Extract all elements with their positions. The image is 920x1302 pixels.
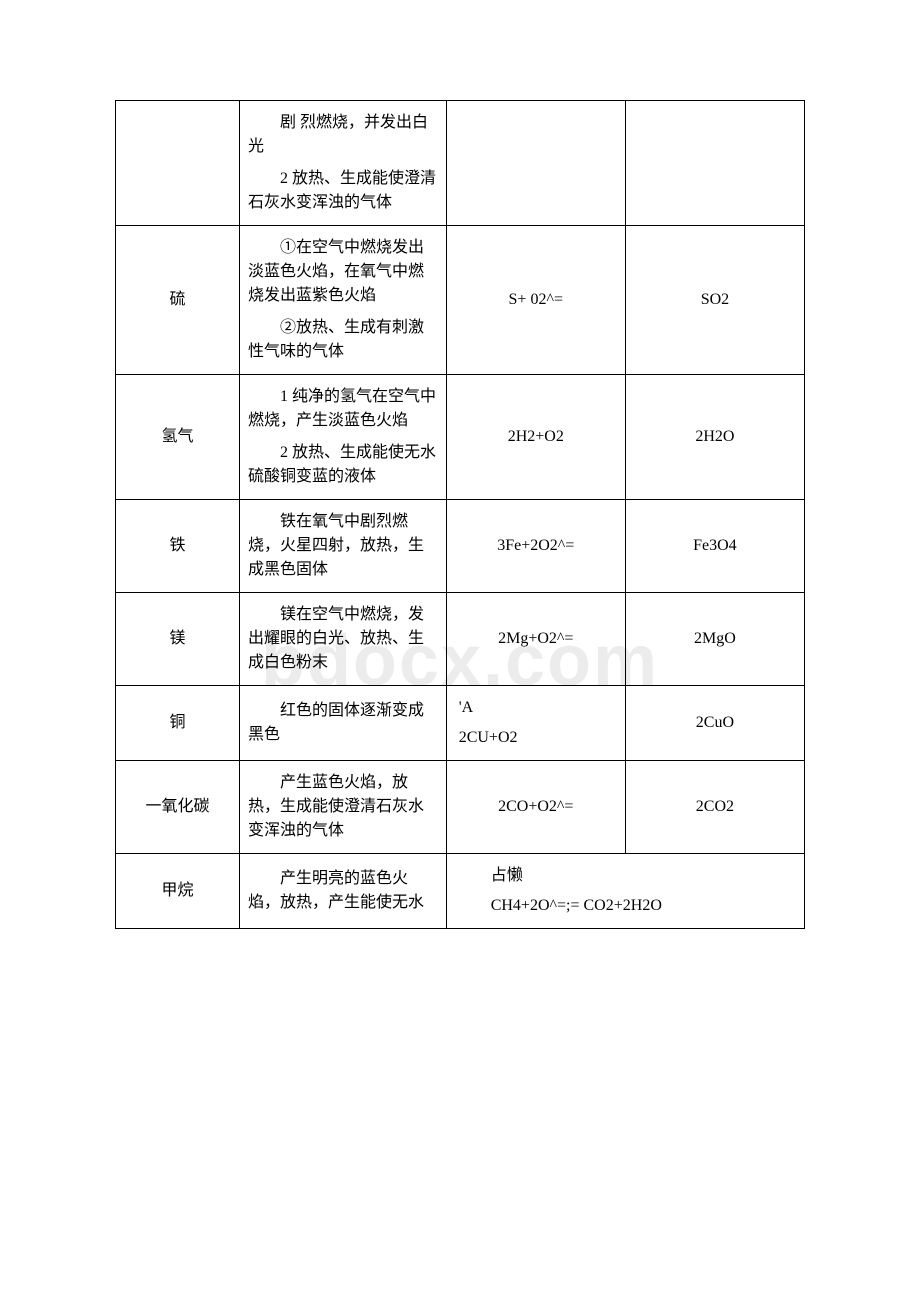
reaction-text: 2CU+O2 — [459, 726, 617, 750]
cell-product: 2CuO — [625, 686, 804, 761]
cell-phenomena: 红色的固体逐渐变成黑色 — [240, 686, 447, 761]
cell-phenomena: 剧 烈燃烧，并发出白光 2 放热、生成能使澄清石灰水变浑浊的气体 — [240, 101, 447, 226]
cell-reaction: 2Mg+O2^= — [446, 593, 625, 686]
cell-product: SO2 — [625, 226, 804, 375]
cell-substance: 一氧化碳 — [116, 761, 240, 854]
phenomena-text: 红色的固体逐渐变成黑色 — [248, 699, 438, 747]
cell-phenomena: ①在空气中燃烧发出淡蓝色火焰，在氧气中燃烧发出蓝紫色火焰 ②放热、生成有刺激性气… — [240, 226, 447, 375]
phenomena-text: 铁在氧气中剧烈燃烧，火星四射，放热，生成黑色固体 — [248, 510, 438, 582]
cell-substance: 硫 — [116, 226, 240, 375]
cell-merged-reaction: 占懒 CH4+2O^=;= CO2+2H2O — [446, 854, 804, 929]
cell-product: 2CO2 — [625, 761, 804, 854]
cell-reaction: 3Fe+2O2^= — [446, 500, 625, 593]
cell-reaction: S+ 02^= — [446, 226, 625, 375]
reaction-text: 'A — [459, 696, 617, 720]
cell-phenomena: 产生明亮的蓝色火焰，放热，产生能使无水 — [240, 854, 447, 929]
cell-reaction: 'A 2CU+O2 — [446, 686, 625, 761]
reaction-text: 占懒 — [459, 864, 796, 888]
table-row: 甲烷 产生明亮的蓝色火焰，放热，产生能使无水 占懒 CH4+2O^=;= CO2… — [116, 854, 805, 929]
table-row: 镁 镁在空气中燃烧，发出耀眼的白光、放热、生成白色粉末 2Mg+O2^= 2Mg… — [116, 593, 805, 686]
chemistry-reactions-table: 剧 烈燃烧，并发出白光 2 放热、生成能使澄清石灰水变浑浊的气体 硫 ①在空气中… — [115, 100, 805, 929]
cell-reaction: 2H2+O2 — [446, 375, 625, 500]
table-row: 剧 烈燃烧，并发出白光 2 放热、生成能使澄清石灰水变浑浊的气体 — [116, 101, 805, 226]
phenomena-text: ①在空气中燃烧发出淡蓝色火焰，在氧气中燃烧发出蓝紫色火焰 — [248, 236, 438, 308]
cell-product: 2MgO — [625, 593, 804, 686]
cell-product — [625, 101, 804, 226]
cell-reaction: 2CO+O2^= — [446, 761, 625, 854]
cell-substance: 镁 — [116, 593, 240, 686]
phenomena-text: 剧 烈燃烧，并发出白光 — [248, 111, 438, 159]
cell-reaction — [446, 101, 625, 226]
phenomena-text: 1 纯净的氢气在空气中燃烧，产生淡蓝色火焰 — [248, 385, 438, 433]
cell-substance: 甲烷 — [116, 854, 240, 929]
cell-phenomena: 产生蓝色火焰，放热，生成能使澄清石灰水变浑浊的气体 — [240, 761, 447, 854]
cell-substance: 铜 — [116, 686, 240, 761]
phenomena-text: 2 放热、生成能使澄清石灰水变浑浊的气体 — [248, 167, 438, 215]
cell-phenomena: 镁在空气中燃烧，发出耀眼的白光、放热、生成白色粉末 — [240, 593, 447, 686]
table-row: 一氧化碳 产生蓝色火焰，放热，生成能使澄清石灰水变浑浊的气体 2CO+O2^= … — [116, 761, 805, 854]
cell-phenomena: 1 纯净的氢气在空气中燃烧，产生淡蓝色火焰 2 放热、生成能使无水硫酸铜变蓝的液… — [240, 375, 447, 500]
cell-substance: 铁 — [116, 500, 240, 593]
table-row: 硫 ①在空气中燃烧发出淡蓝色火焰，在氧气中燃烧发出蓝紫色火焰 ②放热、生成有刺激… — [116, 226, 805, 375]
cell-phenomena: 铁在氧气中剧烈燃烧，火星四射，放热，生成黑色固体 — [240, 500, 447, 593]
table-row: 氢气 1 纯净的氢气在空气中燃烧，产生淡蓝色火焰 2 放热、生成能使无水硫酸铜变… — [116, 375, 805, 500]
cell-product: 2H2O — [625, 375, 804, 500]
phenomena-text: 产生明亮的蓝色火焰，放热，产生能使无水 — [248, 867, 438, 915]
cell-substance: 氢气 — [116, 375, 240, 500]
phenomena-text: 镁在空气中燃烧，发出耀眼的白光、放热、生成白色粉末 — [248, 603, 438, 675]
cell-substance — [116, 101, 240, 226]
reaction-text: CH4+2O^=;= CO2+2H2O — [459, 894, 796, 918]
phenomena-text: 2 放热、生成能使无水硫酸铜变蓝的液体 — [248, 441, 438, 489]
cell-product: Fe3O4 — [625, 500, 804, 593]
table-row: 铜 红色的固体逐渐变成黑色 'A 2CU+O2 2CuO — [116, 686, 805, 761]
table-row: 铁 铁在氧气中剧烈燃烧，火星四射，放热，生成黑色固体 3Fe+2O2^= Fe3… — [116, 500, 805, 593]
phenomena-text: ②放热、生成有刺激性气味的气体 — [248, 316, 438, 364]
phenomena-text: 产生蓝色火焰，放热，生成能使澄清石灰水变浑浊的气体 — [248, 771, 438, 843]
